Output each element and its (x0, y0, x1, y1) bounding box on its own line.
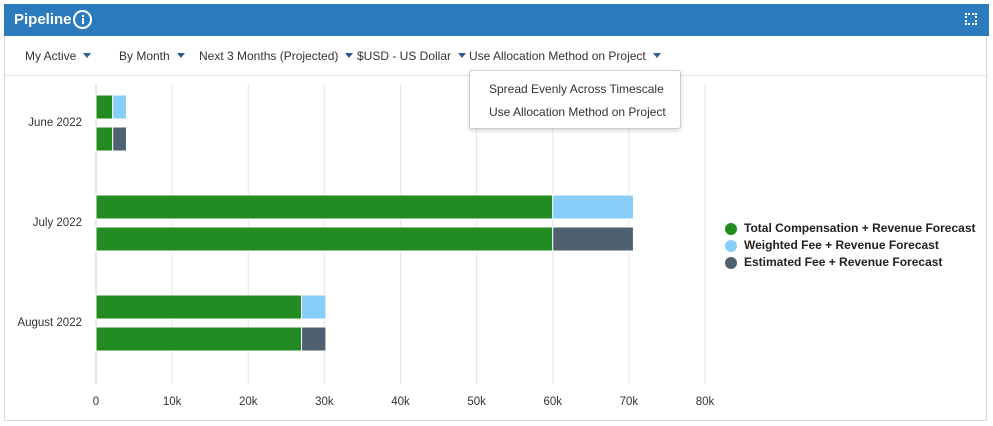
x-tick-label: 10k (163, 396, 182, 408)
bar-segment (112, 126, 127, 152)
bar-segment (552, 226, 634, 252)
expand-icon[interactable] (965, 13, 977, 25)
menu-item[interactable]: Use Allocation Method on Project (489, 105, 666, 119)
bar-segment (301, 294, 327, 320)
y-tick-label: June 2022 (28, 117, 82, 129)
bar-segment (95, 294, 303, 320)
dropdown-menu: Spread Evenly Across Timescale Use Alloc… (469, 70, 681, 129)
x-tick-label: 30k (315, 396, 334, 408)
legend-marker (725, 257, 737, 269)
bar-segment (95, 94, 114, 120)
legend-marker (725, 240, 737, 252)
bar-segment (301, 326, 327, 352)
x-tick-label: 60k (543, 396, 562, 408)
y-tick-label: July 2022 (33, 217, 82, 229)
y-tick-label: August 2022 (17, 317, 82, 329)
bar-segment (95, 226, 554, 252)
header-title: Pipeline (14, 11, 72, 28)
bar-segment (112, 94, 127, 120)
filter[interactable]: Next 3 Months (Projected) (199, 49, 353, 63)
legend-label: Weighted Fee + Revenue Forecast (744, 238, 939, 252)
info-icon[interactable] (73, 10, 92, 29)
x-tick-label: 80k (696, 396, 715, 408)
legend-label: Total Compensation + Revenue Forecast (744, 221, 976, 235)
x-tick-label: 70k (620, 396, 639, 408)
bar-segment (552, 194, 634, 220)
menu-item[interactable]: Spread Evenly Across Timescale (489, 82, 664, 96)
x-tick-label: 20k (239, 396, 258, 408)
filter[interactable]: $USD - US Dollar (357, 49, 466, 63)
filter[interactable]: Use Allocation Method on Project (469, 49, 661, 63)
bar-segment (95, 126, 114, 152)
legend-marker (725, 223, 737, 235)
x-tick-label: 50k (467, 396, 486, 408)
x-tick-label: 0 (93, 396, 99, 408)
header: Pipeline (4, 4, 989, 36)
filter[interactable]: My Active (25, 49, 91, 63)
x-tick-label: 40k (391, 396, 410, 408)
bar-segment (95, 326, 303, 352)
legend-label: Estimated Fee + Revenue Forecast (744, 255, 942, 269)
filter[interactable]: By Month (119, 49, 185, 63)
bar-segment (95, 194, 554, 220)
